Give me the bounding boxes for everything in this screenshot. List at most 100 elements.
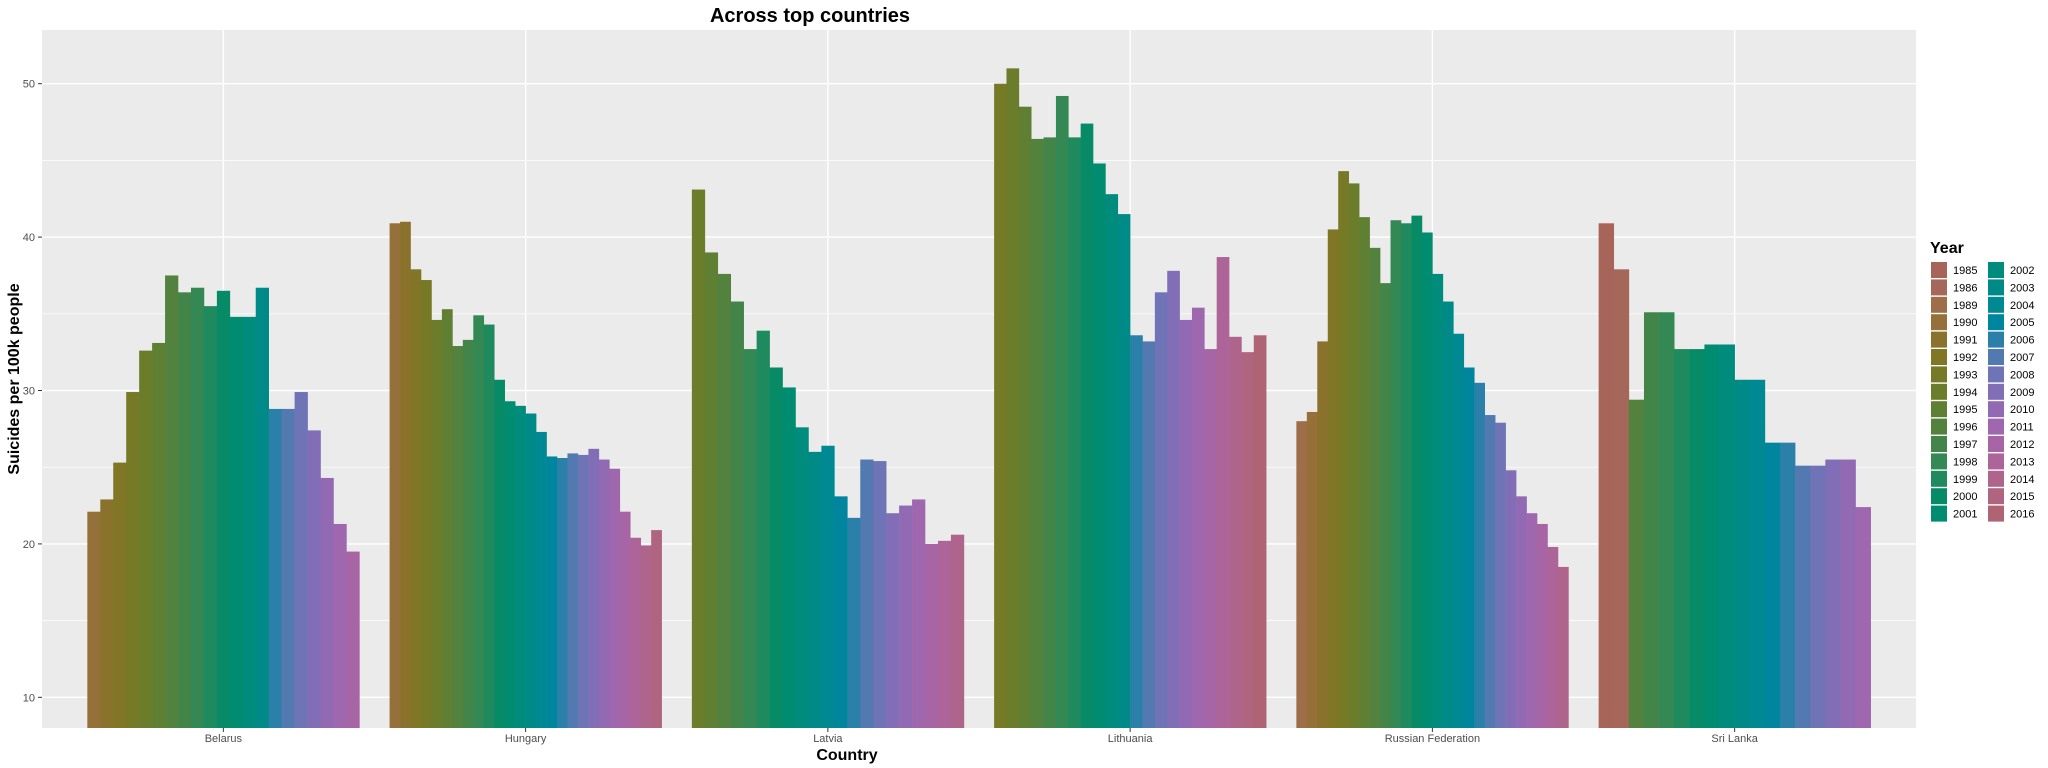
bar-sri-lanka-1998 xyxy=(1659,312,1675,728)
bar-hungary-1999 xyxy=(483,324,495,728)
bar-lithuania-2011 xyxy=(1191,307,1205,728)
x-axis-ticks: Belarus Hungary Latvia Lithuania Russian Fed… xyxy=(205,728,1759,745)
legend-label-2011: 2011 xyxy=(2010,422,2034,434)
bar-russian-federation-1994 xyxy=(1348,183,1360,728)
bar-latvia-2005 xyxy=(834,496,848,728)
bar-latvia-2009 xyxy=(886,513,900,728)
legend-label-2012: 2012 xyxy=(2010,439,2034,451)
legend-label-2016: 2016 xyxy=(2010,509,2034,521)
x-tick-label: Belarus xyxy=(205,733,243,745)
legend-key-2015 xyxy=(1988,488,2004,505)
legend-label-1992: 1992 xyxy=(1953,352,1977,364)
bar-russian-federation-1989 xyxy=(1296,421,1308,728)
bar-russian-federation-2009 xyxy=(1505,470,1517,728)
bar-russian-federation-2005 xyxy=(1463,367,1475,728)
y-axis-ticks: 10 20 30 40 50 xyxy=(23,79,42,704)
bar-hungary-1995 xyxy=(441,309,453,728)
y-axis-title: Suicides per 100k people xyxy=(6,283,23,474)
bar-sri-lanka-2011 xyxy=(1855,507,1871,728)
legend-label-1985: 1985 xyxy=(1953,265,1977,277)
legend-key-2006 xyxy=(1988,331,2004,348)
bar-lithuania-1998 xyxy=(1055,95,1069,728)
legend-label-1990: 1990 xyxy=(1953,317,1977,329)
bar-hungary-2004 xyxy=(536,431,547,728)
bar-belarus-1994 xyxy=(139,350,153,728)
legend-key-2013 xyxy=(1988,453,2004,470)
bar-latvia-2003 xyxy=(808,451,822,728)
bar-hungary-1992 xyxy=(410,269,422,728)
bar-latvia-2006 xyxy=(847,517,861,728)
legend-label-1993: 1993 xyxy=(1953,369,1977,381)
bar-hungary-2015 xyxy=(651,530,662,728)
bar-lithuania-1993 xyxy=(994,83,1007,728)
legend-label-1996: 1996 xyxy=(1953,422,1977,434)
bar-sri-lanka-2004 xyxy=(1749,379,1766,728)
bar-hungary-1994 xyxy=(431,319,443,728)
bar-hungary-2005 xyxy=(546,456,558,728)
bar-sri-lanka-1996 xyxy=(1628,399,1645,728)
bar-belarus-2003 xyxy=(255,287,269,728)
bar-latvia-1997 xyxy=(730,301,744,728)
legend-label-2005: 2005 xyxy=(2010,317,2034,329)
bar-hungary-2013 xyxy=(630,537,642,728)
bar-russian-federation-1992 xyxy=(1327,229,1339,728)
bar-sri-lanka-2000 xyxy=(1689,349,1705,728)
legend-key-2010 xyxy=(1988,401,2004,418)
legend-key-2004 xyxy=(1988,296,2004,313)
bar-hungary-2009 xyxy=(588,448,600,728)
bar-hungary-1993 xyxy=(420,280,432,728)
legend-label-2008: 2008 xyxy=(2010,369,2034,381)
bar-russian-federation-2010 xyxy=(1516,496,1527,728)
legend-label-1994: 1994 xyxy=(1953,387,1977,399)
legend-label-2004: 2004 xyxy=(2010,300,2034,312)
bar-hungary-2008 xyxy=(577,454,589,728)
legend-label-2009: 2009 xyxy=(2010,387,2034,399)
bar-sri-lanka-1985 xyxy=(1598,223,1615,729)
chart-title: Across top countries xyxy=(710,5,910,27)
bar-latvia-2010 xyxy=(899,505,913,728)
legend-key-1994 xyxy=(1931,383,1947,400)
bar-russian-federation-1996 xyxy=(1369,247,1381,729)
bar-latvia-1995 xyxy=(704,252,719,728)
bar-belarus-1990 xyxy=(87,511,101,728)
bar-belarus-2007 xyxy=(281,408,295,728)
bar-belarus-2011 xyxy=(333,523,347,728)
bar-russian-federation-1990 xyxy=(1306,411,1318,728)
bar-hungary-2007 xyxy=(567,453,579,728)
legend-label-1999: 1999 xyxy=(1953,474,1977,486)
bar-lithuania-1994 xyxy=(1006,68,1020,729)
legend-label-2007: 2007 xyxy=(2010,352,2034,364)
bar-russian-federation-2008 xyxy=(1495,422,1506,728)
legend-key-2003 xyxy=(1988,279,2004,296)
bar-latvia-2000 xyxy=(769,367,783,728)
bar-lithuania-2003 xyxy=(1117,214,1131,729)
bar-hungary-2000 xyxy=(494,379,505,728)
bar-lithuania-2014 xyxy=(1229,336,1242,728)
bar-lithuania-2012 xyxy=(1204,349,1217,728)
bar-latvia-1998 xyxy=(743,349,757,728)
legend-key-2007 xyxy=(1988,349,2004,365)
bar-russian-federation-2004 xyxy=(1453,333,1465,728)
x-tick-label: Hungary xyxy=(505,733,547,745)
legend: Year 1985 1986 1989 1990 1991 1992 1993 1994 199… xyxy=(1930,240,2034,522)
legend-key-2016 xyxy=(1988,505,2004,522)
legend-label-2015: 2015 xyxy=(2010,491,2034,503)
bar-lithuania-2000 xyxy=(1080,123,1094,729)
legend-title: Year xyxy=(1930,240,1964,257)
legend-label-1998: 1998 xyxy=(1953,456,1977,468)
bar-belarus-1995 xyxy=(152,342,166,728)
legend-key-2012 xyxy=(1988,436,2004,452)
y-tick-label: 10 xyxy=(23,692,35,704)
bar-hungary-2002 xyxy=(515,405,526,728)
legend-key-2000 xyxy=(1931,488,1947,505)
bar-russian-federation-1998 xyxy=(1390,220,1402,728)
bar-russian-federation-1997 xyxy=(1380,283,1391,728)
bar-lithuania-2009 xyxy=(1167,270,1180,728)
bar-latvia-2014 xyxy=(950,534,965,728)
legend-label-2006: 2006 xyxy=(2010,335,2034,347)
legend-key-1986 xyxy=(1931,279,1947,296)
bar-hungary-1997 xyxy=(462,339,474,728)
legend-key-1991 xyxy=(1931,331,1947,348)
legend-label-1986: 1986 xyxy=(1953,282,1977,294)
legend-label-2002: 2002 xyxy=(2010,265,2034,277)
